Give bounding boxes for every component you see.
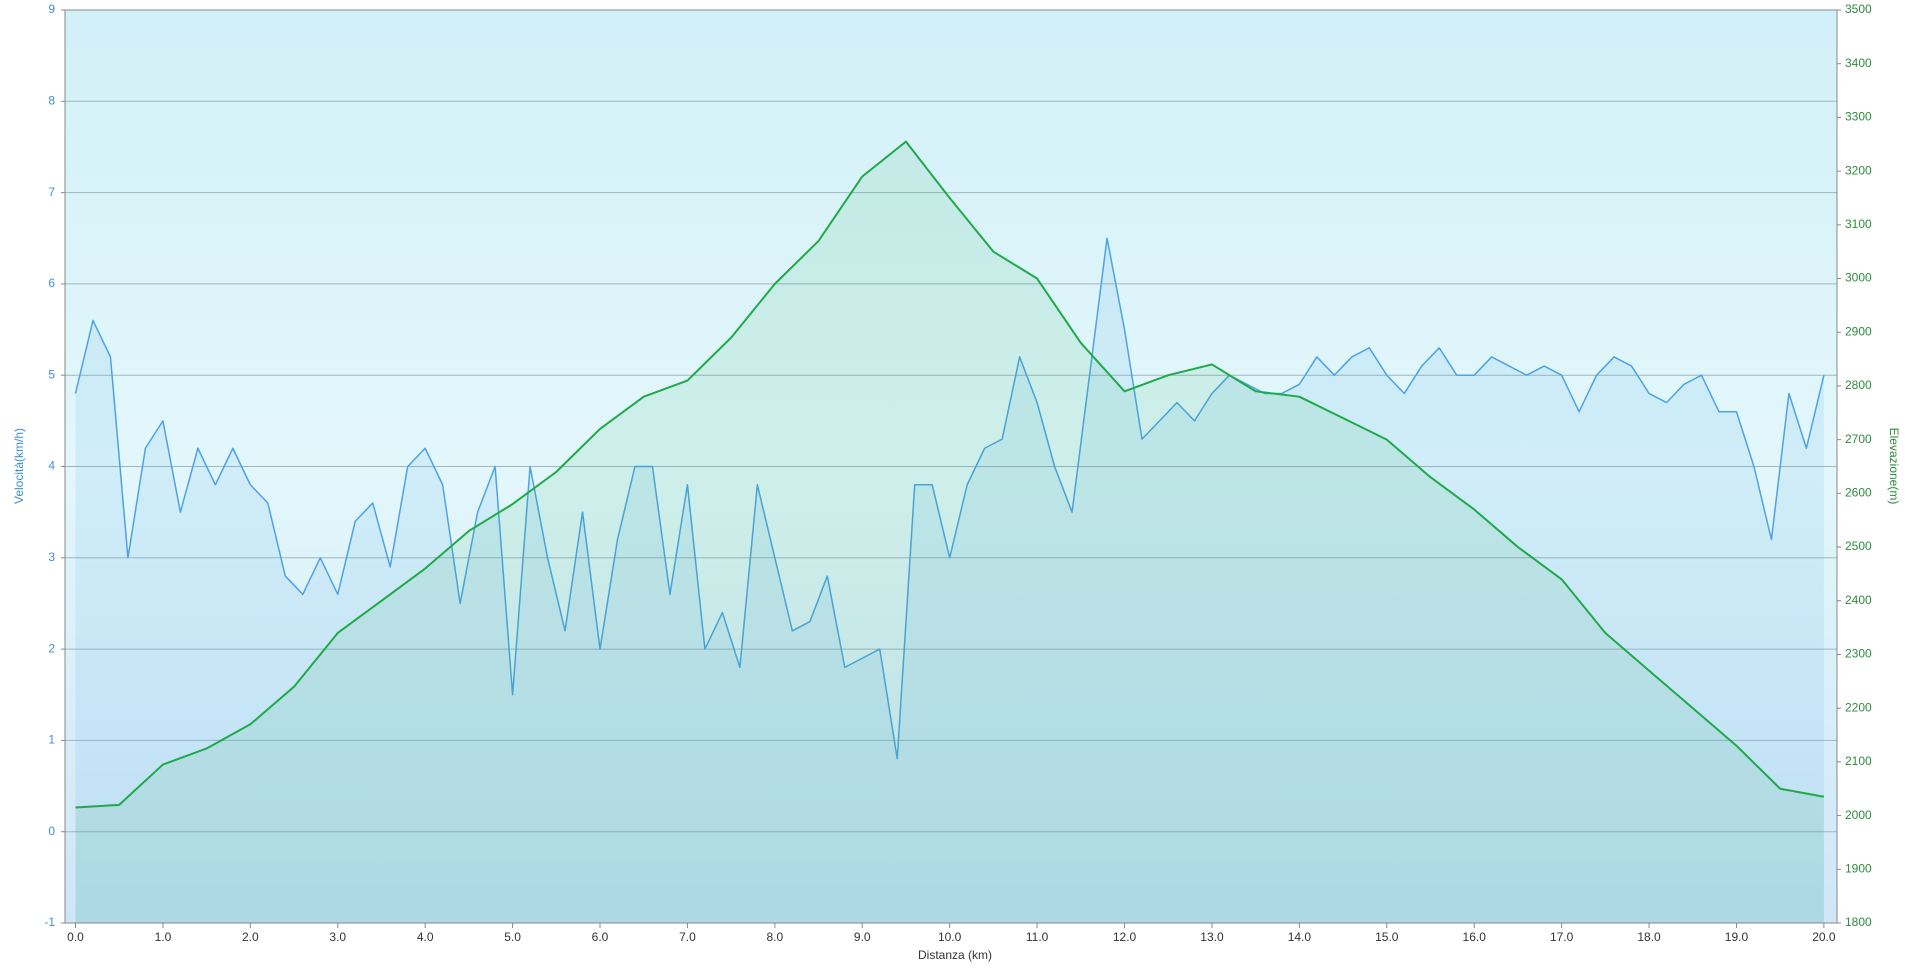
- x-tick-label: 8.0: [767, 930, 784, 944]
- x-tick-label: 13.0: [1200, 930, 1224, 944]
- y2-tick-label: 2000: [1845, 808, 1872, 822]
- x-tick-label: 6.0: [592, 930, 609, 944]
- y2-tick-label: 3300: [1845, 110, 1872, 124]
- x-tick-label: 9.0: [854, 930, 871, 944]
- x-tick-label: 11.0: [1026, 930, 1049, 944]
- y-tick-label: 7: [48, 185, 55, 199]
- y2-tick-label: 1800: [1845, 915, 1872, 929]
- area: [75, 141, 1824, 923]
- line: [74, 237, 1825, 760]
- y2-tick-label: 2700: [1845, 432, 1872, 446]
- y-axis-label: Velocità(km/h): [12, 428, 26, 504]
- y2-tick-label: 2900: [1845, 324, 1872, 338]
- y2-tick-label: 2300: [1845, 647, 1872, 661]
- y2-tick-label: 3500: [1845, 2, 1872, 16]
- x-tick-label: 7.0: [679, 930, 696, 944]
- x-tick-label: 1.0: [155, 930, 172, 944]
- y2-tick-label: 3000: [1845, 271, 1872, 285]
- line: [75, 140, 1825, 809]
- y-tick-label: 2: [48, 641, 55, 655]
- area: [75, 238, 1824, 923]
- y2-tick-label: 2100: [1845, 754, 1872, 768]
- x-tick-label: 19.0: [1725, 930, 1749, 944]
- y2-tick-label: 3200: [1845, 163, 1872, 177]
- y-tick-label: 6: [48, 276, 55, 290]
- x-tick-label: 5.0: [504, 930, 521, 944]
- x-tick-label: 14.0: [1288, 930, 1312, 944]
- y2-tick-label: 1900: [1845, 861, 1872, 875]
- x-tick-label: 15.0: [1375, 930, 1399, 944]
- y-tick-label: 5: [48, 367, 55, 381]
- y2-tick-label: 3400: [1845, 56, 1872, 70]
- x-tick-label: 18.0: [1637, 930, 1661, 944]
- y2-tick-label: 2200: [1845, 700, 1872, 714]
- x-tick-label: 0.0: [67, 930, 84, 944]
- y2-tick-label: 2600: [1845, 486, 1872, 500]
- y-tick-label: 4: [48, 459, 55, 473]
- y-tick-label: 8: [48, 93, 55, 107]
- y2-tick-label: 2400: [1845, 593, 1872, 607]
- x-tick-label: 3.0: [329, 930, 346, 944]
- x-tick-label: 12.0: [1113, 930, 1137, 944]
- x-tick-label: 10.0: [938, 930, 962, 944]
- y-tick-label: 3: [48, 550, 55, 564]
- x-tick-label: 17.0: [1550, 930, 1574, 944]
- y2-tick-label: 3100: [1845, 217, 1872, 231]
- y-tick-label: 1: [48, 733, 55, 747]
- x-axis-label: Distanza (km): [918, 948, 992, 962]
- y2-axis-label: Elevazione(m): [1887, 428, 1901, 505]
- x-tick-label: 2.0: [242, 930, 259, 944]
- x-tick-label: 20.0: [1812, 930, 1836, 944]
- y-tick-label: -1: [44, 915, 55, 929]
- y-tick-label: 0: [48, 824, 55, 838]
- y2-tick-label: 2800: [1845, 378, 1872, 392]
- x-tick-label: 16.0: [1463, 930, 1487, 944]
- x-tick-label: 4.0: [417, 930, 434, 944]
- y2-tick-label: 2500: [1845, 539, 1872, 553]
- y-tick-label: 9: [48, 2, 55, 16]
